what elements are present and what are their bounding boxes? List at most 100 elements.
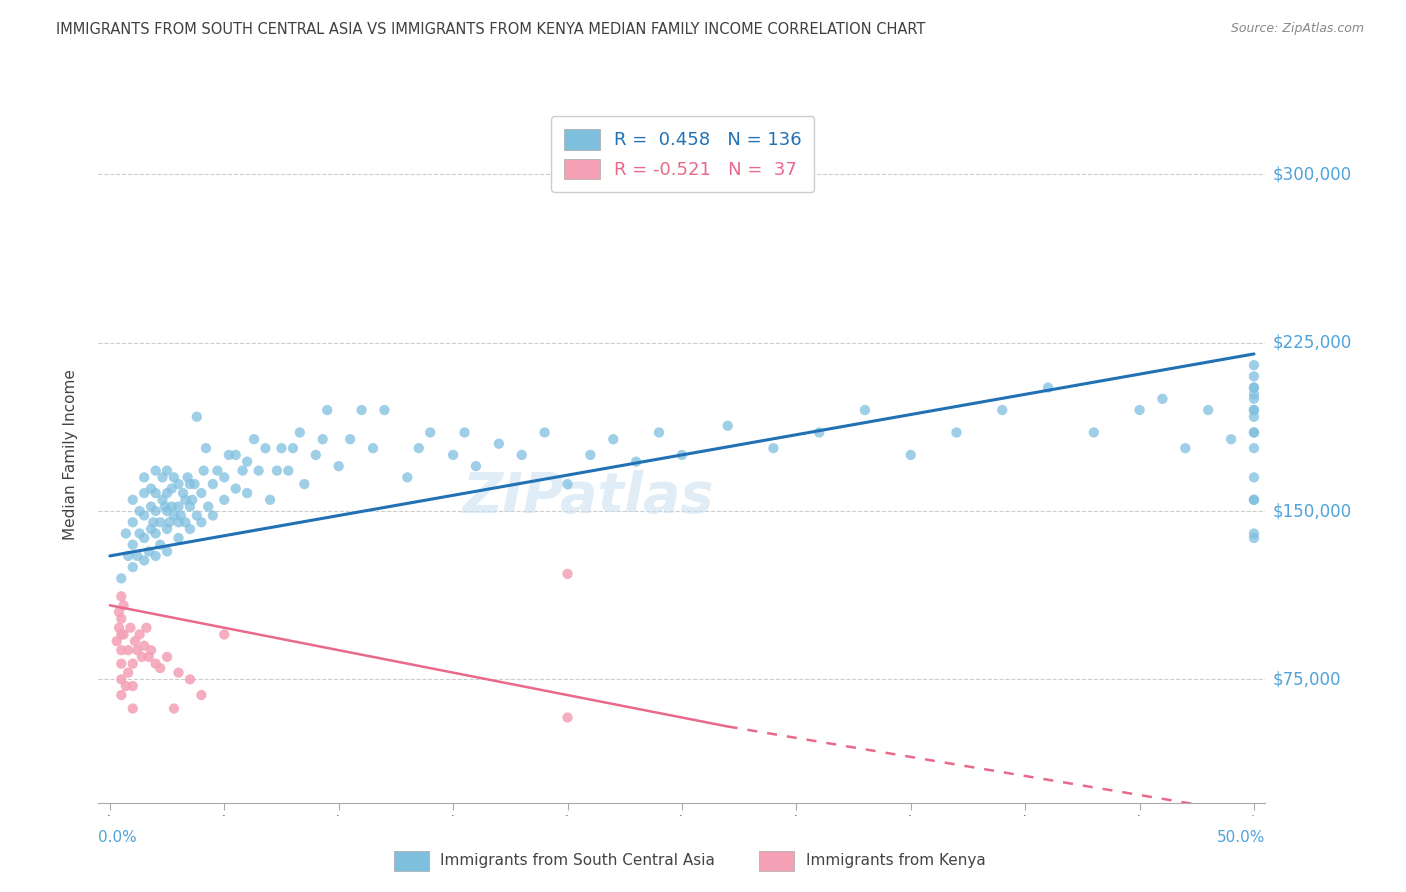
Point	[243, 432, 266, 446]
Point	[311, 432, 333, 446]
Legend: R =  0.458   N = 136, R = -0.521   N =  37: R = 0.458 N = 136, R = -0.521 N = 37	[551, 116, 814, 192]
Point	[281, 441, 304, 455]
Point	[214, 492, 236, 507]
Point	[145, 549, 167, 563]
Point	[149, 538, 172, 552]
Point	[270, 441, 292, 455]
Point	[156, 649, 179, 664]
Point	[153, 500, 176, 514]
Point	[236, 455, 259, 469]
Point	[131, 649, 153, 664]
Point	[900, 448, 922, 462]
Point	[105, 634, 128, 648]
Point	[186, 508, 208, 523]
Text: ZIPatlas: ZIPatlas	[463, 470, 714, 524]
Point	[156, 464, 179, 478]
Point	[1243, 358, 1265, 372]
Point	[145, 486, 167, 500]
Point	[124, 634, 146, 648]
Point	[1243, 492, 1265, 507]
Point	[193, 464, 215, 478]
Point	[1243, 403, 1265, 417]
Point	[167, 515, 190, 529]
Text: 50.0%: 50.0%	[1218, 830, 1265, 845]
Point	[190, 486, 212, 500]
Point	[1243, 369, 1265, 384]
Point	[1152, 392, 1174, 406]
Point	[115, 679, 138, 693]
Point	[1243, 381, 1265, 395]
Point	[121, 657, 143, 671]
Point	[465, 459, 488, 474]
Point	[152, 470, 174, 484]
Point	[110, 571, 132, 585]
Point	[717, 418, 740, 433]
Point	[163, 508, 186, 523]
Point	[134, 508, 156, 523]
Point	[139, 522, 162, 536]
Point	[1243, 392, 1265, 406]
Point	[292, 477, 315, 491]
Point	[254, 441, 277, 455]
Point	[160, 500, 183, 514]
Point	[179, 500, 201, 514]
Point	[134, 470, 156, 484]
Point	[361, 441, 384, 455]
Point	[145, 504, 167, 518]
Point	[1197, 403, 1219, 417]
Point	[108, 605, 131, 619]
Point	[194, 441, 217, 455]
Point	[172, 486, 194, 500]
Point	[115, 526, 138, 541]
Point	[134, 531, 156, 545]
Point	[179, 673, 201, 687]
Point	[138, 544, 160, 558]
Point	[1128, 403, 1150, 417]
Point	[117, 549, 139, 563]
Point	[533, 425, 555, 440]
Point	[134, 486, 156, 500]
Point	[1243, 492, 1265, 507]
Point	[135, 621, 157, 635]
Point	[1243, 381, 1265, 395]
Point	[134, 553, 156, 567]
Point	[350, 403, 373, 417]
Point	[167, 500, 190, 514]
Point	[624, 455, 647, 469]
Point	[112, 627, 135, 641]
Point	[266, 464, 288, 478]
Point	[396, 470, 419, 484]
Point	[128, 504, 150, 518]
Point	[181, 492, 204, 507]
Point	[167, 477, 190, 491]
Point	[121, 560, 143, 574]
Point	[156, 522, 179, 536]
Point	[127, 643, 149, 657]
Point	[232, 464, 254, 478]
Point	[1083, 425, 1105, 440]
Point	[112, 599, 135, 613]
Point	[121, 515, 143, 529]
Point	[441, 448, 464, 462]
Point	[1174, 441, 1197, 455]
Point	[671, 448, 693, 462]
Text: IMMIGRANTS FROM SOUTH CENTRAL ASIA VS IMMIGRANTS FROM KENYA MEDIAN FAMILY INCOME: IMMIGRANTS FROM SOUTH CENTRAL ASIA VS IM…	[56, 22, 925, 37]
Point	[156, 544, 179, 558]
Point	[945, 425, 967, 440]
Point	[110, 688, 132, 702]
Point	[339, 432, 361, 446]
Point	[128, 526, 150, 541]
Point	[201, 508, 224, 523]
Point	[142, 515, 165, 529]
Point	[808, 425, 831, 440]
Point	[186, 409, 208, 424]
Point	[190, 688, 212, 702]
Point	[170, 508, 193, 523]
Point	[1243, 425, 1265, 440]
Point	[1243, 531, 1265, 545]
Point	[167, 665, 190, 680]
Text: $75,000: $75,000	[1272, 671, 1341, 689]
Point	[1243, 387, 1265, 401]
Text: Immigrants from South Central Asia: Immigrants from South Central Asia	[440, 854, 716, 868]
Point	[1220, 432, 1243, 446]
